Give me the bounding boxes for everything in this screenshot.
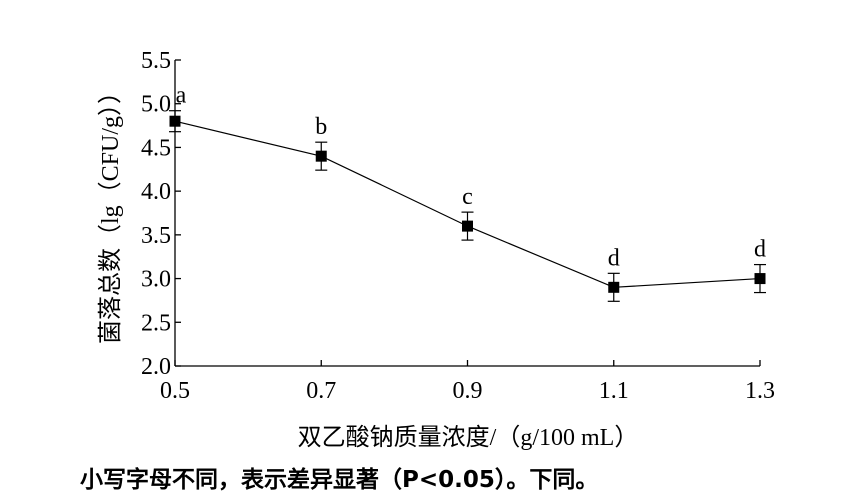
x-tick-label: 0.5 [160, 378, 190, 404]
data-point [462, 220, 473, 232]
y-tick-label: 4.5 [141, 135, 171, 161]
y-tick-label: 4.0 [141, 179, 171, 205]
y-tick-label: 5.5 [141, 48, 171, 74]
y-tick-label: 3.5 [141, 223, 171, 249]
line-chart: 2.02.53.03.54.04.55.05.50.5 0.7 0.9 1.1 1.3 … [97, 48, 775, 451]
data-point [315, 150, 327, 162]
figure-caption: 小写字母不同，表示差异显著（P<0.05）。下同。 [80, 467, 599, 493]
data-point [608, 281, 620, 293]
chart-marks: a b c d d [169, 83, 766, 302]
x-tick-label: 1.3 [745, 378, 775, 404]
significance-label: d [608, 245, 620, 271]
x-tick-label: 0.7 [306, 378, 336, 404]
data-point [754, 273, 766, 285]
significance-label: c [462, 184, 473, 210]
significance-label: b [315, 114, 327, 140]
data-point [169, 115, 181, 127]
y-tick-label: 5.0 [141, 92, 171, 118]
x-tick-label: 1.1 [599, 378, 629, 404]
y-tick-label: 2.5 [141, 310, 171, 336]
y-tick-label: 3.0 [141, 267, 171, 293]
significance-label: d [754, 237, 766, 263]
significance-label: a [176, 83, 187, 109]
y-tick-label: 2.0 [141, 354, 171, 380]
x-tick-label: 0.9 [453, 378, 483, 404]
axes: 2.0 2.5 3.0 3.5 4.0 4.5 5.0 5.5 0.5 0.7 0.9 1.1 1.3 [141, 48, 775, 404]
x-axis-label: 双乙酸钠质量浓度/（g/100 mL） [298, 424, 639, 451]
y-axis-label: 菌落总数（lg（CFU/g）） [97, 80, 124, 344]
